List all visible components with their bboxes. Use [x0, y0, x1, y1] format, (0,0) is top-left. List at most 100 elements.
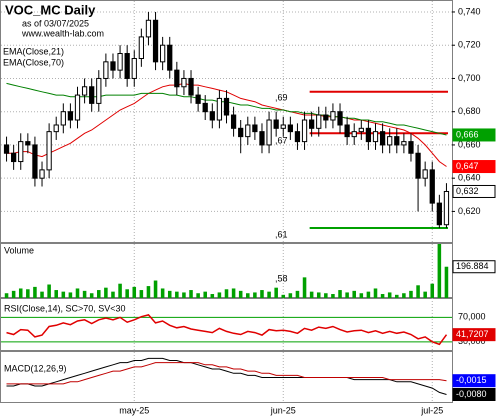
volume-bar [295, 290, 300, 298]
macd-label: -0,0015 [456, 375, 487, 385]
candle-body [18, 141, 24, 163]
volume-bar [246, 293, 250, 298]
volume-bar [75, 288, 80, 298]
volume-bar [409, 290, 413, 298]
annotation: ,61 [275, 229, 288, 239]
x-tick-label: may-25 [119, 405, 149, 415]
volume-bar [203, 291, 207, 298]
volume-bar [224, 289, 229, 298]
candle-body [259, 131, 265, 146]
candle-body [89, 86, 95, 104]
candle-body [394, 136, 400, 146]
annotation: ,69 [275, 92, 288, 102]
candle-body [365, 127, 372, 143]
price-label-box [452, 160, 496, 174]
candle-body [60, 111, 66, 126]
candle-body [138, 36, 144, 60]
volume-bar [423, 291, 427, 298]
volume-bar [61, 291, 66, 298]
volume-bar [189, 290, 193, 298]
rsi-label-box [452, 328, 496, 342]
volume-bar [33, 286, 37, 298]
volume-bar [196, 293, 200, 298]
price-label: 0,632 [456, 186, 479, 196]
candle-body [379, 131, 386, 146]
macd-line [6, 357, 447, 395]
volume-label-box [452, 260, 496, 274]
candle-body [174, 69, 180, 88]
candle-body [337, 111, 343, 126]
pane-title: RSI(Close,14), SC>70, SV<30 [4, 303, 126, 313]
candle-body [181, 77, 187, 88]
volume-bar [26, 289, 30, 298]
candle-body [287, 124, 293, 133]
price-label: 0,647 [456, 161, 479, 171]
volume-bar [210, 294, 215, 298]
volume-bar [274, 287, 278, 298]
volume-bar [132, 286, 137, 298]
candle-body [167, 44, 173, 71]
candle-body [223, 97, 230, 116]
y-tick-label: 0,660 [458, 139, 481, 149]
candle-body [330, 111, 336, 121]
macd-label-box [452, 374, 496, 388]
candle-body [25, 141, 31, 146]
source: www.wealth-lab.com [21, 28, 104, 38]
candle-body [160, 44, 166, 63]
y-tick-label: 0,700 [458, 73, 481, 83]
volume-bar [444, 266, 449, 298]
volume-bar [40, 291, 44, 298]
candle-body [124, 53, 130, 79]
rsi-label: 41,7207 [456, 329, 489, 339]
volume-bar [281, 294, 286, 298]
volume-bar [402, 293, 406, 298]
y-tick-label: 30,000 [458, 336, 486, 346]
y-tick-label: 70,000 [458, 312, 486, 322]
candle-body [145, 19, 152, 38]
annotation: ,67 [275, 135, 288, 145]
volume-bar [160, 288, 165, 298]
candle-body [422, 169, 428, 179]
candle-body [436, 202, 442, 226]
y-tick-label: 0,620 [458, 206, 481, 216]
volume-bar [373, 288, 378, 298]
candle-body [266, 119, 272, 146]
volume-bar [167, 290, 172, 298]
volume-bar [82, 290, 87, 298]
volume-bar [331, 294, 335, 298]
volume-bar [395, 294, 399, 298]
x-tick-label: jun-25 [270, 405, 296, 415]
candle-body [3, 144, 10, 154]
y-tick-label: 0,740 [458, 6, 481, 16]
candle-body [323, 114, 329, 121]
price-label-box [452, 128, 496, 142]
volume-bar [366, 291, 371, 298]
subtitle: as of 03/07/2025 [22, 18, 89, 28]
candle-body [429, 169, 435, 204]
x-tick-label: jul-25 [420, 405, 443, 415]
macd-pane [0, 351, 453, 403]
volume-bar [97, 290, 101, 298]
candle-body [110, 61, 116, 71]
candle-body [81, 86, 88, 96]
macd-label-box [452, 388, 496, 401]
candle-body [216, 97, 223, 121]
candle-body [309, 119, 315, 129]
volume-bar [387, 292, 392, 298]
candle-body [152, 19, 159, 63]
price-label-box [452, 184, 496, 198]
candle-body [195, 94, 201, 104]
volume-bar [359, 293, 364, 298]
candle-body [273, 119, 279, 129]
volume-bar [47, 284, 51, 298]
candle-body [245, 124, 251, 138]
volume-bar [430, 283, 435, 298]
volume-bar [153, 280, 158, 298]
candle-body [294, 131, 301, 143]
volume-bar [380, 294, 385, 298]
volume-bar [416, 285, 420, 298]
candle-body [96, 77, 102, 104]
volume-bar [146, 286, 151, 298]
candle-body [301, 119, 308, 143]
volume-bar [288, 293, 293, 298]
